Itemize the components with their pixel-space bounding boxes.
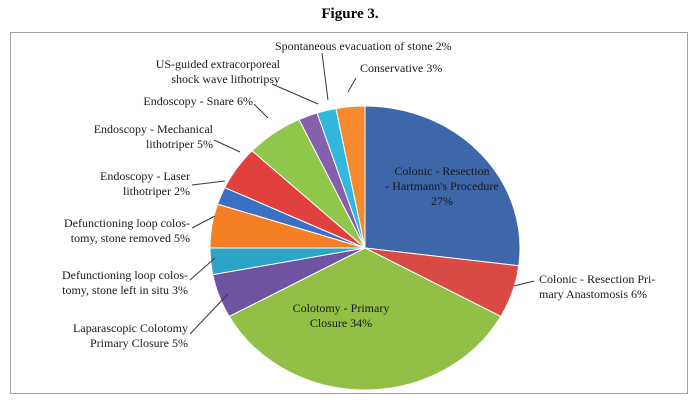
slice-label: Colotomy - Primary Closure 34% xyxy=(293,301,390,330)
pie-slice xyxy=(364,105,521,267)
slice-label: US-guided extracorporeal shock wave litho… xyxy=(156,57,281,86)
leader-line xyxy=(513,280,535,287)
leader-line xyxy=(189,293,229,335)
leader-line xyxy=(253,103,269,119)
slice-label: Defunctioning loop colos-tomy, stone lef… xyxy=(62,268,188,297)
leader-line xyxy=(271,83,319,105)
leader-line xyxy=(347,77,357,93)
slice-label: Colonic - Resection - Hartmann's Procedur… xyxy=(385,164,498,208)
slice-label: Laparascopic Colotomy Primary Closure 5% xyxy=(73,321,188,350)
leader-line xyxy=(189,257,216,281)
slice-label: Spontaneous evacuation of stone 2% xyxy=(275,39,452,53)
leader-line xyxy=(191,180,226,186)
leader-line xyxy=(321,52,329,101)
pie-slice xyxy=(335,105,366,249)
slice-label: Defunctioning loop colos-tomy, stone rem… xyxy=(64,216,190,245)
leader-line xyxy=(213,139,241,153)
slice-label: Conservative 3% xyxy=(360,61,442,75)
chart-frame xyxy=(10,32,688,394)
leader-line xyxy=(191,215,216,229)
pie-slice xyxy=(228,247,502,391)
slice-label: Endoscopy - Snare 6% xyxy=(143,94,253,108)
slice-label: Endoscopy - Mechanical lithotriper 5% xyxy=(94,122,214,151)
figure-title: Figure 3. xyxy=(321,6,379,22)
slice-label: Colonic - Resection Pri-mary Anastomosis… xyxy=(539,272,655,301)
slice-label: Endoscopy - Laser lithotriper 2% xyxy=(100,169,190,198)
